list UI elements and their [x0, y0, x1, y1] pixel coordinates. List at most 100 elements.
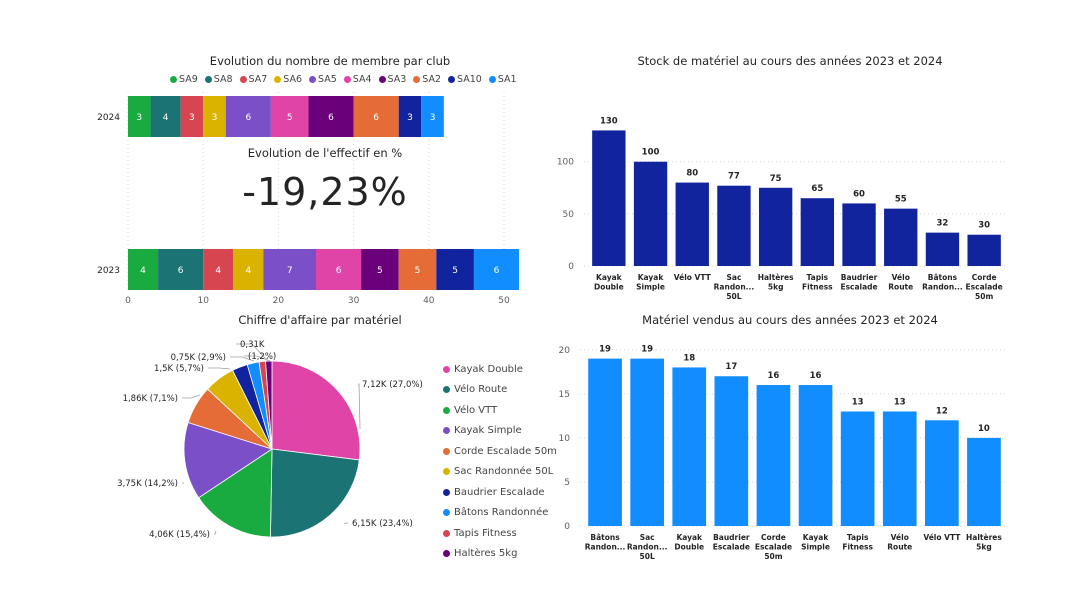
pie-data-label: 6,15K (23,4%) [352, 519, 413, 529]
x-category-label-line: Kayak [596, 273, 623, 282]
x-category-label: Kayak Double [594, 273, 624, 292]
stock-chart-title: Stock de matériel au cours des années 20… [637, 54, 943, 68]
x-category-label-line: Baudrier [841, 273, 878, 282]
bar [842, 203, 876, 266]
legend-item-sa4: SA4 [343, 74, 372, 85]
bar-data-label: 32 [937, 219, 949, 229]
bar-data-label: 18 [683, 353, 695, 363]
segment-data-label: 6 [178, 266, 184, 276]
legend-item-sa2: SA2 [413, 74, 441, 85]
y-tick-label: 100 [557, 158, 574, 168]
legend-label: SA3 [387, 74, 407, 85]
legend-dot [239, 76, 247, 83]
members-chart-legend: SA9 SA8 SA7 SA6 SA5 SA4 SA3 SA2 SA10 SA1 [170, 74, 517, 85]
legend-label: Bâtons Randonnée [454, 507, 549, 519]
x-category-label: Haltères 5kg [966, 533, 1002, 552]
legend-label: Tapis Fitness [454, 527, 517, 539]
pie-data-label: 0,31K [240, 340, 265, 350]
bar-data-label: 77 [728, 172, 740, 182]
bar [592, 130, 626, 266]
kpi-value: -19,23% [242, 170, 408, 214]
legend-dot [443, 529, 450, 537]
x-category-label-line: 50m [975, 292, 993, 301]
x-category-label-line: Kayak [676, 533, 703, 542]
x-category-label-line: Escalade [840, 283, 877, 292]
legend-item-sa5: SA5 [309, 74, 337, 85]
bar [967, 234, 1001, 266]
x-tick-label: 10 [197, 296, 209, 306]
y-tick-label: 0 [568, 262, 574, 272]
stacked-bar-segment [398, 249, 437, 290]
legend-label: Sac Randonnée 50L [454, 466, 554, 478]
stacked-bar-segment [203, 96, 226, 137]
x-category-label: Corde Escalade 50m [755, 533, 792, 561]
bar [840, 411, 875, 526]
bar [798, 385, 833, 526]
bar-data-label: 10 [978, 424, 990, 434]
legend-item-sa3: SA3 [378, 74, 407, 85]
stacked-bar-segment [263, 249, 316, 290]
legend-dot [443, 427, 450, 435]
pie-legend-item: Corde Escalade 50m [443, 441, 557, 462]
x-category-label-line: Bâtons [928, 273, 958, 282]
x-category-label-line: Randon... [585, 543, 626, 552]
x-category-label-line: 5kg [976, 543, 992, 552]
x-category-label: Tapis Fitness [802, 273, 833, 292]
legend-dot [343, 76, 351, 83]
legend-dot [309, 76, 316, 83]
x-category-label-line: Randon... [922, 283, 963, 292]
legend-label: SA2 [422, 74, 441, 85]
pie-slice [271, 360, 361, 461]
x-category-label-line: Double [594, 283, 624, 292]
bar-data-label: 75 [770, 174, 782, 184]
bar-data-label: 55 [895, 195, 907, 205]
x-category-label: Vélo VTT [674, 273, 712, 282]
legend-label: Haltères 5kg [454, 548, 518, 560]
legend-label: SA5 [318, 74, 337, 85]
segment-data-label: 5 [415, 266, 421, 276]
x-category-label-line: Simple [636, 283, 665, 292]
pie-legend-item: Kayak Simple [443, 421, 557, 442]
legend-label: SA1 [497, 74, 517, 85]
stacked-bar-segment [270, 96, 309, 137]
pie-data-label: 1,5K (5,7%) [154, 364, 204, 374]
legend-dot [443, 447, 450, 455]
x-category-label-line: Vélo [891, 533, 909, 542]
members-chart-title: Evolution du nombre de membre par club [209, 54, 451, 68]
legend-label: Kayak Double [454, 363, 523, 375]
bar [675, 182, 709, 266]
stacked-bar-segment [233, 249, 264, 290]
legend-dot [443, 488, 450, 496]
x-category-label-line: Vélo [892, 273, 910, 282]
x-category-label: Bâtons Randon... [585, 533, 626, 552]
x-category-label-line: Route [887, 543, 912, 552]
segment-data-label: 3 [136, 113, 142, 123]
legend-dot [443, 509, 450, 517]
y-tick-label: 10 [559, 434, 571, 444]
x-category-label-line: 5kg [768, 283, 784, 292]
x-category-label: Kayak Double [674, 533, 704, 552]
legend-dot [378, 76, 386, 83]
legend-dot [204, 76, 212, 83]
x-category-label: Baudrier Escalade [840, 273, 877, 292]
pie-chart-title: Chiffre d'affaire par matériel [238, 313, 402, 327]
bar-data-label: 16 [768, 371, 780, 381]
y-category-label: 2023 [97, 266, 120, 276]
revenue-pie-chart: 7,12K (27,0%) 6,15K (23,4%) 4,06K (15,4%) 3… [117, 340, 423, 540]
x-category-label: Bâtons Randon... [922, 273, 963, 292]
segment-data-label: 4 [163, 113, 169, 123]
x-category-label-line: Escalade [755, 543, 792, 552]
pie-data-label: 0,75K (2,9%) [171, 353, 226, 363]
legend-item-sa7: SA7 [239, 74, 267, 85]
pie-slice [265, 360, 273, 450]
stacked-bar-segment [180, 96, 204, 137]
segment-data-label: 4 [215, 266, 221, 276]
legend-label: Vélo VTT [454, 404, 498, 416]
x-category-label-line: Baudrier [713, 533, 750, 542]
bar [967, 437, 1001, 526]
legend-dot [488, 76, 496, 83]
pie-slice [183, 421, 273, 499]
x-category-label-line: Double [674, 543, 704, 552]
